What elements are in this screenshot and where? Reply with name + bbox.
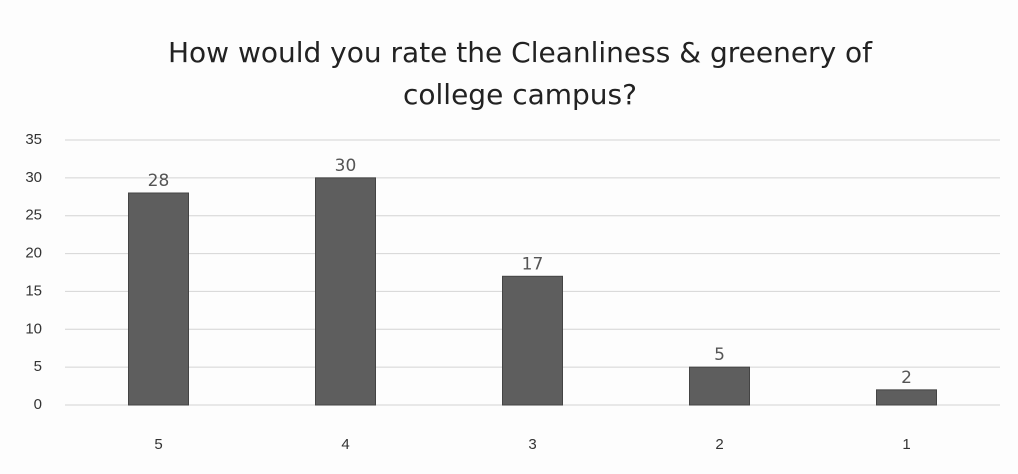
bar: [128, 192, 189, 406]
y-tick-label: 25: [25, 207, 42, 224]
data-label: 28: [148, 171, 170, 191]
y-tick-label: 20: [25, 245, 42, 262]
x-tick-label: 2: [715, 436, 723, 453]
x-tick-label: 1: [902, 436, 910, 453]
data-label: 2: [901, 368, 912, 388]
x-tick-label: 3: [528, 436, 536, 453]
data-label: 30: [335, 156, 357, 176]
y-tick-label: 15: [25, 282, 42, 299]
y-tick-label: 5: [34, 358, 42, 375]
bar: [315, 177, 376, 406]
y-tick-label: 30: [25, 169, 42, 186]
bar: [876, 389, 937, 406]
y-tick-label: 35: [25, 131, 42, 148]
data-label: 17: [522, 254, 544, 274]
y-tick-label: 10: [25, 320, 42, 337]
y-tick-label: 0: [34, 396, 42, 413]
bar: [689, 366, 750, 406]
chart-title: How would you rate the Cleanliness & gre…: [167, 36, 873, 111]
bar: [502, 275, 563, 406]
x-tick-label: 5: [154, 436, 162, 453]
data-label: 5: [714, 345, 725, 365]
x-tick-label: 4: [341, 436, 349, 453]
